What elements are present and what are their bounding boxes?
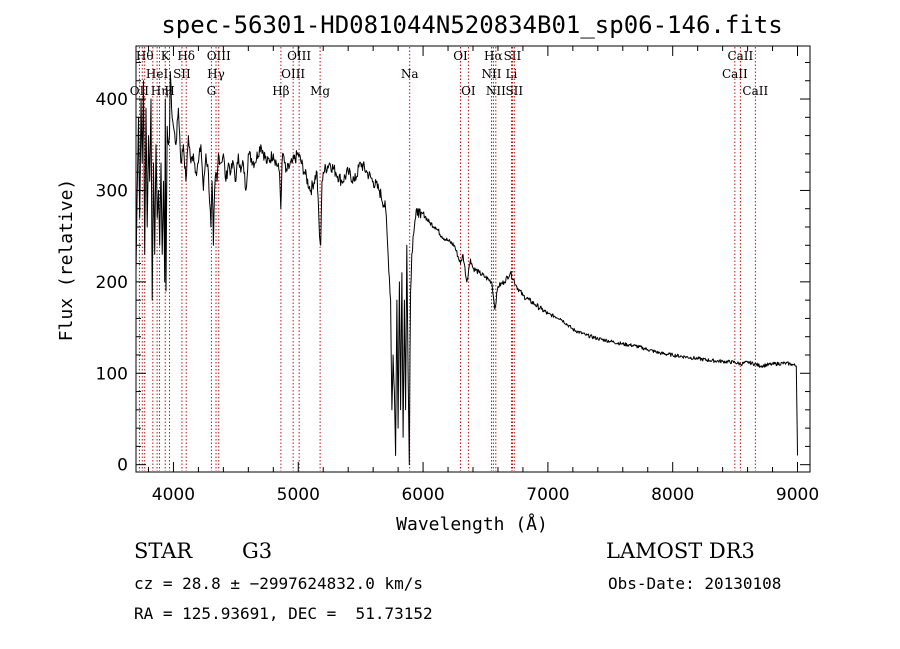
x-tick-label: 4000	[152, 485, 195, 505]
line-label-6: K	[161, 49, 171, 63]
redshift-cz: cz = 28.8 ± −2997624832.0 km/s	[134, 574, 423, 593]
line-label-22: NII	[486, 84, 506, 98]
line-label-27: CaII	[727, 49, 753, 63]
x-axis-label: Wavelength (Å)	[396, 513, 548, 535]
line-label-13: Hβ	[272, 84, 289, 98]
line-label-16: Mg	[310, 84, 330, 98]
x-tick-label: 7000	[526, 485, 569, 505]
line-label-26: CaII	[722, 67, 748, 81]
line-label-17: Na	[401, 67, 419, 81]
line-label-28: CaII	[742, 84, 768, 98]
line-label-8: SII	[173, 67, 191, 81]
object-type: STAR	[134, 539, 193, 563]
line-label-18: OI	[453, 49, 468, 63]
plot-frame	[135, 45, 811, 473]
line-label-4: HeI	[146, 67, 169, 81]
line-label-5: Hη	[151, 84, 169, 98]
line-label-9: Hδ	[177, 49, 195, 63]
x-tick-label: 6000	[401, 485, 444, 505]
spectral-subclass: G3	[242, 539, 273, 563]
x-axis: 4000 5000 6000 7000 8000 9000	[147, 46, 819, 505]
line-label-0: OII	[130, 84, 150, 98]
coordinates: RA = 125.93691, DEC = 51.73152	[134, 604, 433, 623]
y-tick-label: 400	[96, 90, 128, 110]
survey-name: LAMOST DR3	[606, 539, 755, 563]
y-axis-label: Flux (relative)	[56, 179, 77, 342]
line-label-19: OI	[461, 84, 476, 98]
obs-date: Obs-Date: 20130108	[608, 574, 782, 593]
line-label-10: G	[207, 84, 217, 98]
x-tick-label: 5000	[277, 485, 320, 505]
chart-title: spec-56301-HD081044N520834B01_sp06-146.f…	[161, 11, 782, 39]
y-axis: 0 100 200 300 400	[96, 61, 810, 476]
line-label-15: OIII	[287, 49, 311, 63]
line-label-21: Hα	[484, 49, 503, 63]
y-tick-label: 0	[117, 456, 128, 476]
line-label-12: OIII	[207, 49, 231, 63]
y-tick-label: 300	[96, 181, 128, 201]
spectral-line-markers: OIIHθHeIHηKHSIIHδGHγOIIIHβOIIIOIIIMgNaOI…	[130, 47, 768, 471]
line-label-20: NII	[481, 67, 501, 81]
line-label-11: Hγ	[207, 67, 225, 81]
line-label-14: OIII	[281, 67, 305, 81]
x-tick-label: 9000	[776, 485, 819, 505]
y-tick-label: 100	[96, 364, 128, 384]
line-label-2: Hθ	[136, 49, 154, 63]
y-tick-label: 200	[96, 273, 128, 293]
line-label-23: Li	[506, 67, 518, 81]
line-label-25: SII	[505, 84, 523, 98]
flux-series	[135, 71, 798, 466]
line-label-24: SII	[504, 49, 522, 63]
flux-line	[135, 71, 798, 466]
x-tick-label: 8000	[651, 485, 694, 505]
